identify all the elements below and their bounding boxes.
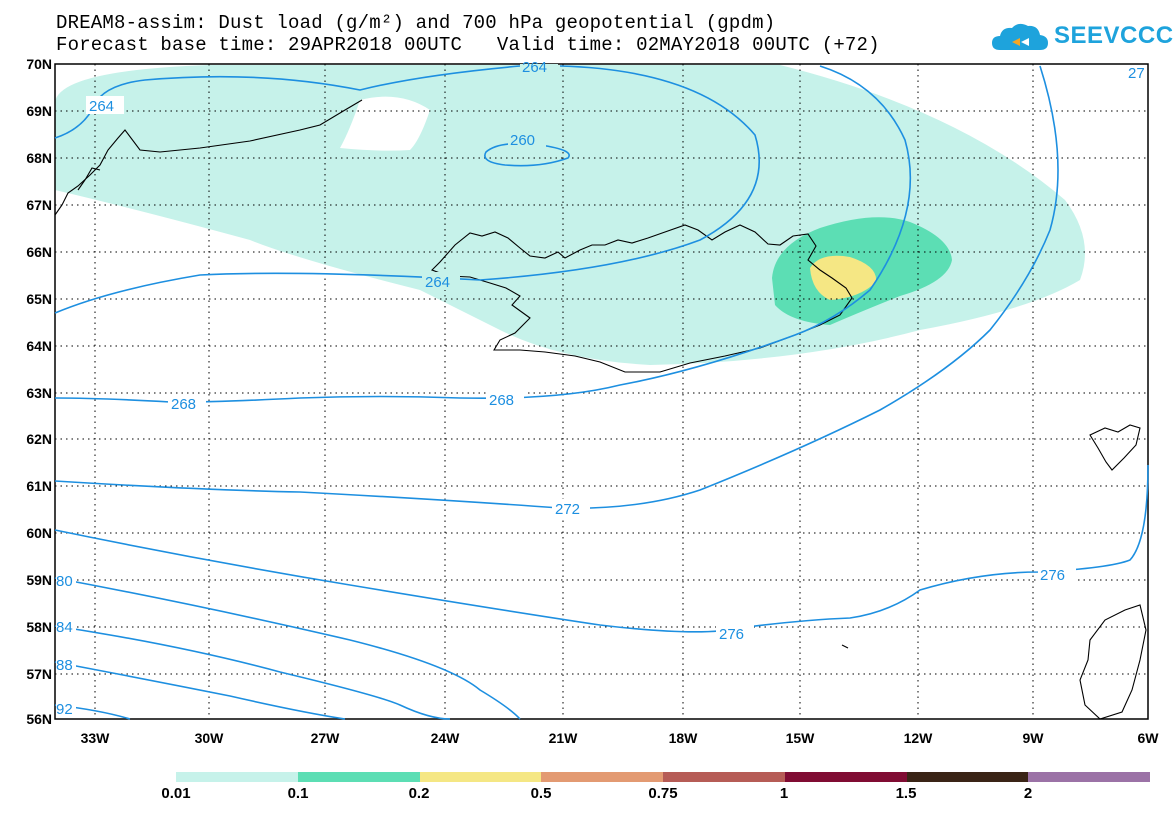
colorbar-tick-label: 0.1 xyxy=(287,785,309,802)
colorbar xyxy=(176,772,1150,782)
colorbar-tick-label: 0.2 xyxy=(408,785,430,802)
contour-label: 276 xyxy=(1040,567,1065,584)
colorbar-tick-label: 2 xyxy=(1023,785,1033,802)
lat-label: 63N xyxy=(26,385,52,401)
lat-label: 61N xyxy=(26,478,52,494)
lat-label: 57N xyxy=(26,666,52,682)
lon-label: 18W xyxy=(668,730,698,746)
contour-label: 268 xyxy=(489,392,514,409)
colorbar-segment xyxy=(906,772,1029,782)
contour-label: 264 xyxy=(522,59,547,76)
contour-label: 260 xyxy=(510,132,535,149)
lat-label: 68N xyxy=(26,150,52,166)
lon-label: 9W xyxy=(1022,730,1044,746)
lat-label: 69N xyxy=(26,103,52,119)
map-frame xyxy=(54,63,1149,720)
colorbar-tick-label: 0.75 xyxy=(648,785,678,802)
contour-label: 80 xyxy=(56,573,73,590)
contour-labels: 264 264 260 264 268 268 272 276 276 80 8… xyxy=(56,59,1145,718)
colorbar-segment xyxy=(541,772,663,782)
dust-region-low-gap xyxy=(340,96,430,151)
contour-label: 268 xyxy=(171,396,196,413)
contour-label: 276 xyxy=(719,626,744,643)
colorbar-segment xyxy=(663,772,785,782)
colorbar-segment xyxy=(176,772,298,782)
colorbar-tick-label: 0.01 xyxy=(161,785,191,802)
graticule xyxy=(55,64,1148,719)
contour-label: 27 xyxy=(1128,65,1145,82)
lat-label: 65N xyxy=(26,291,52,307)
lat-label: 56N xyxy=(26,711,52,727)
lat-label: 62N xyxy=(26,431,52,447)
colorbar-tick-label: 1.5 xyxy=(895,785,917,802)
lat-label: 58N xyxy=(26,619,52,635)
colorbar-segment xyxy=(419,772,542,782)
contour-label: 84 xyxy=(56,619,73,636)
colorbar-segment xyxy=(784,772,907,782)
map-subtitle: Forecast base time: 29APR2018 00UTC Vali… xyxy=(56,34,880,56)
lon-label: 33W xyxy=(80,730,110,746)
lon-label: 21W xyxy=(548,730,578,746)
map-title: DREAM8-assim: Dust load (g/m²) and 700 h… xyxy=(56,12,776,34)
lon-label: 12W xyxy=(903,730,933,746)
contour-label: 264 xyxy=(425,274,450,291)
lon-label: 24W xyxy=(430,730,460,746)
contour-label: 92 xyxy=(56,701,73,718)
colorbar-tick-label: 0.5 xyxy=(530,785,552,802)
geopotential-contours xyxy=(54,65,1149,720)
lat-label: 59N xyxy=(26,572,52,588)
lat-label: 67N xyxy=(26,197,52,213)
contour-label: 88 xyxy=(56,657,73,674)
lat-label: 66N xyxy=(26,244,52,260)
contour-label: 264 xyxy=(89,98,114,115)
lon-label: 27W xyxy=(310,730,340,746)
lat-label: 60N xyxy=(26,525,52,541)
cloud-logo-icon xyxy=(992,23,1048,50)
lat-label: 70N xyxy=(26,56,52,72)
colorbar-segment xyxy=(297,772,420,782)
lon-label: 15W xyxy=(785,730,815,746)
lat-label: 64N xyxy=(26,338,52,354)
lon-label: 6W xyxy=(1137,730,1159,746)
dust-region-low xyxy=(55,65,1085,365)
contour-label: 272 xyxy=(555,501,580,518)
dust-region-high xyxy=(810,255,877,300)
colorbar-tick-label: 1 xyxy=(779,785,789,802)
colorbar-segment xyxy=(1028,772,1150,782)
logo-text: SEEVCCC xyxy=(1054,22,1174,49)
lon-label: 30W xyxy=(194,730,224,746)
